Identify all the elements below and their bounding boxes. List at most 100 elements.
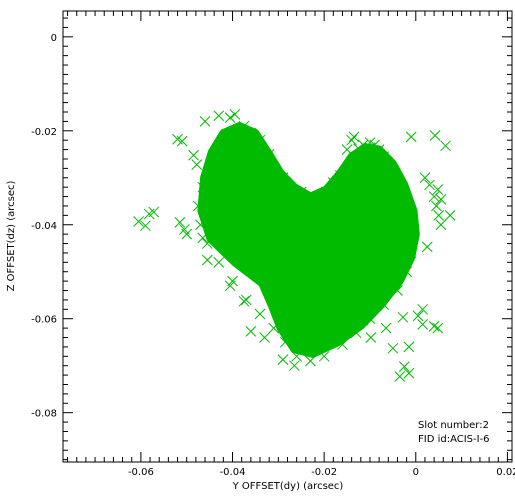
scatter-point <box>213 256 225 268</box>
scatter-point <box>181 228 193 240</box>
scatter-point <box>307 195 319 207</box>
scatter-point <box>263 148 275 160</box>
scatter-point <box>405 247 417 259</box>
scatter-point <box>259 332 270 343</box>
scatter-point <box>408 228 419 240</box>
scatter-point <box>321 186 332 198</box>
scatter-point <box>350 327 362 339</box>
scatter-point <box>417 318 429 330</box>
scatter-point <box>401 195 412 207</box>
y-axis-label: Z OFFSET(dz) (arcsec) <box>6 181 17 292</box>
scatter-point <box>421 241 433 253</box>
scatter-point <box>337 339 348 350</box>
scatter-point <box>148 206 160 218</box>
scatter-point <box>432 184 444 195</box>
x-tick-label: -0.06 <box>128 467 154 478</box>
scatter-point <box>382 158 394 170</box>
scatter-point <box>431 200 442 212</box>
scatter-point <box>394 371 406 382</box>
scatter-point <box>353 143 364 155</box>
scatter-point <box>357 314 369 326</box>
scatter-point <box>403 367 415 379</box>
scatter-point <box>238 295 250 307</box>
scatter-point <box>240 294 252 306</box>
scatter-point <box>318 350 330 362</box>
scatter-point <box>435 219 447 231</box>
scatter-point <box>245 127 257 139</box>
tick-labels: -0.06 -0.04 -0.02 0 0.02 0 -0.02 -0.04 -0.06 -0.0… <box>31 33 515 478</box>
scatter-point <box>387 342 399 354</box>
scatter-point <box>268 322 280 334</box>
y-tick-label: -0.04 <box>31 221 57 232</box>
scatter-point <box>405 210 417 221</box>
scatter-point <box>378 151 390 162</box>
scatter-point <box>424 179 435 191</box>
scatter-point <box>419 172 431 184</box>
scatter-point <box>192 200 204 212</box>
scatter-point <box>245 326 257 337</box>
scatter-point <box>291 193 303 205</box>
scatter-point <box>224 280 236 292</box>
scatter-point <box>279 336 291 348</box>
scatter-point <box>433 210 445 221</box>
scatter-point <box>428 191 440 202</box>
scatter-point <box>378 299 390 310</box>
scatter-point <box>268 167 280 179</box>
scatter-point <box>201 238 213 249</box>
scatter-point <box>197 181 209 193</box>
x-tick-label: 0.02 <box>496 467 515 478</box>
scatter-point <box>140 220 151 232</box>
scatter-point <box>364 313 376 325</box>
scatter-point <box>282 179 293 191</box>
scatter-point <box>412 310 424 322</box>
scatter-point <box>364 142 376 154</box>
x-tick-label: -0.02 <box>311 467 337 478</box>
scatter-point <box>392 285 403 296</box>
x-axis-label: Y OFFSET(dy) (arcsec) <box>232 481 344 492</box>
scatter-point <box>444 210 456 221</box>
x-tick-label: 0 <box>413 467 419 478</box>
scatter-point <box>218 134 229 146</box>
scatter-point <box>199 116 211 127</box>
scatter-point <box>334 170 346 181</box>
scatter-point <box>429 130 441 141</box>
y-tick-label: -0.02 <box>31 127 57 138</box>
scatter-point <box>277 172 289 184</box>
scatter-point <box>428 320 440 332</box>
scatter-point <box>417 303 429 315</box>
scatter-point <box>176 135 188 147</box>
scatter-point <box>174 217 186 228</box>
scatter-point <box>396 181 408 193</box>
y-tick-label: -0.08 <box>31 409 57 420</box>
scatter-point <box>286 186 298 198</box>
scatter-point <box>201 254 213 266</box>
annotation-slot-number: Slot number:2 <box>418 420 489 431</box>
scatter-point <box>254 308 266 320</box>
scatter-point <box>373 144 385 155</box>
scatter-point <box>305 355 316 367</box>
scatter-point <box>295 186 307 198</box>
scatter-point <box>435 194 447 205</box>
y-tick-label: 0 <box>51 33 57 44</box>
scatter-point <box>277 354 289 365</box>
scatter-point <box>289 360 300 372</box>
scatter-point <box>204 167 215 179</box>
scatter-point <box>348 131 360 143</box>
scatter-point <box>191 159 203 170</box>
annotation-fid-id: FID id:ACIS-I-6 <box>418 434 490 445</box>
scatter-point <box>213 110 225 122</box>
scatter-point <box>346 134 357 146</box>
scatter-point <box>403 341 415 353</box>
scatter-point <box>224 112 236 123</box>
scatter-point <box>365 332 377 343</box>
scatter-point <box>314 191 325 202</box>
scatter-point <box>133 216 144 227</box>
y-tick-label: -0.06 <box>31 315 57 326</box>
scatter-point <box>380 322 392 334</box>
scatter-point <box>300 193 312 205</box>
x-tick-label: -0.04 <box>220 467 246 478</box>
scatter-point <box>397 311 409 323</box>
scatter-point <box>440 140 451 152</box>
dense-point-cloud <box>197 122 420 358</box>
